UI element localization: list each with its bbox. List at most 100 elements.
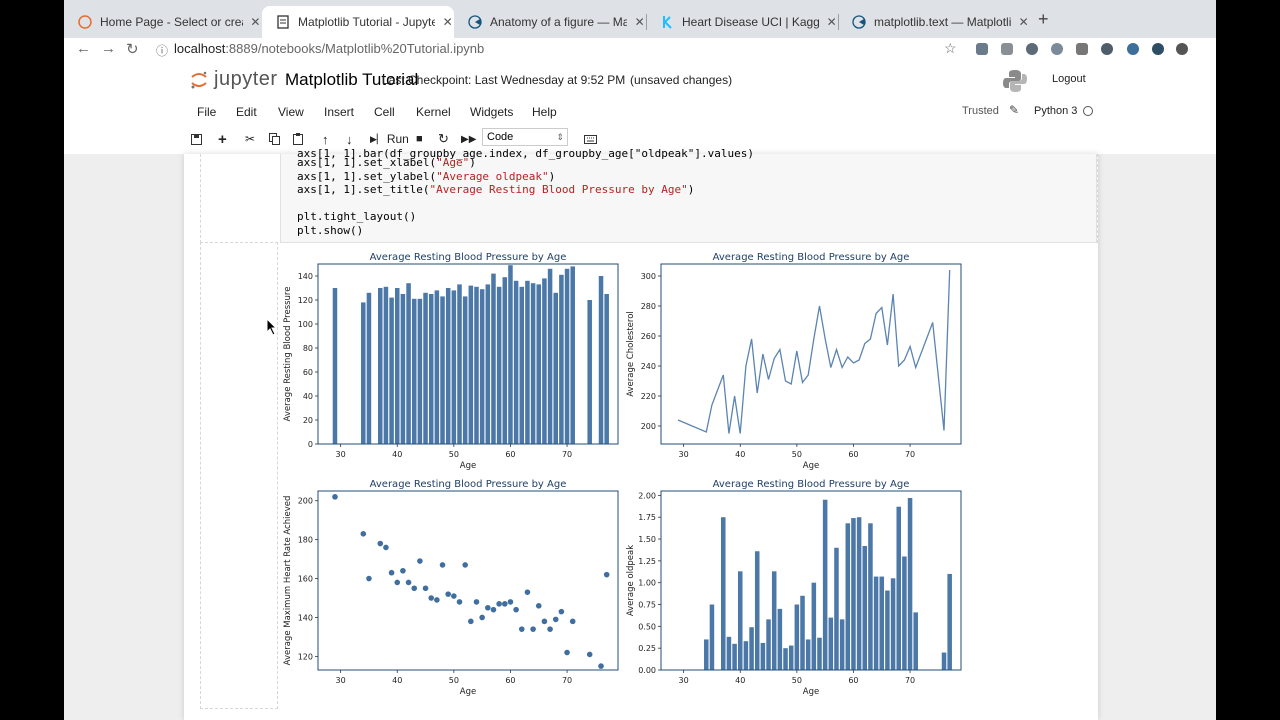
y-tick-label: 260 xyxy=(641,332,656,341)
fast-forward-icon[interactable]: ▶▶ xyxy=(461,133,477,145)
stop-icon[interactable]: ■ xyxy=(416,133,423,145)
chart-bar xyxy=(411,298,417,444)
tab-matplotlib-text[interactable]: matplotlib.text — Matplotlib 3 ✕ xyxy=(838,6,1030,38)
chart-title: Average Resting Blood Pressure by Age xyxy=(370,252,567,263)
tab-matplotlib-tutorial[interactable]: Matplotlib Tutorial - Jupyter N ✕ xyxy=(262,6,454,38)
chart-bar xyxy=(862,546,868,670)
menu-file[interactable]: File xyxy=(197,105,217,119)
close-icon[interactable]: ✕ xyxy=(442,15,453,29)
autosave-status: (unsaved changes) xyxy=(630,73,733,87)
y-tick-label: 0 xyxy=(308,440,313,449)
y-tick-label: 0.75 xyxy=(638,601,656,610)
paste-icon[interactable] xyxy=(293,130,305,148)
notebook-title[interactable]: Matplotlib Tutorial xyxy=(285,70,419,89)
chart-point xyxy=(383,544,389,551)
chart-bar xyxy=(366,292,372,444)
code-line: axs[1, 1].set_title("Average Resting Blo… xyxy=(297,183,695,196)
tab-label: matplotlib.text — Matplotlib 3 xyxy=(874,15,1012,29)
y-tick-label: 60 xyxy=(303,368,313,377)
keyboard-icon[interactable] xyxy=(584,130,597,148)
reload-icon[interactable]: ↻ xyxy=(126,41,139,58)
chart-bar xyxy=(800,595,805,670)
tab-anatomy[interactable]: Anatomy of a figure — Matplot ✕ xyxy=(454,6,646,38)
new-tab-icon[interactable]: + xyxy=(1038,9,1049,29)
matplotlib-favicon xyxy=(852,15,866,29)
code-cell[interactable]: axs[1, 1].bar(df_groupby_age.index, df_g… xyxy=(200,147,1098,243)
chart-bar xyxy=(564,268,570,444)
chart-bar xyxy=(760,642,766,670)
extension-icon[interactable] xyxy=(1001,43,1013,55)
y-tick-label: 20 xyxy=(303,416,313,425)
chart-bar xyxy=(361,302,366,444)
chart-bar xyxy=(885,590,890,670)
run-button[interactable]: ▶▏ Run xyxy=(370,130,409,148)
extension-icon[interactable] xyxy=(1026,43,1038,55)
x-axis-label: Age xyxy=(460,461,476,471)
profile-avatar[interactable] xyxy=(1152,43,1164,55)
x-tick-label: 60 xyxy=(848,450,858,459)
chart-point xyxy=(530,626,536,632)
y-tick-label: 80 xyxy=(303,344,313,353)
menu-edit[interactable]: Edit xyxy=(236,105,257,119)
y-tick-label: 2.00 xyxy=(638,491,656,500)
add-cell-icon[interactable]: + xyxy=(218,130,227,148)
chart-point xyxy=(490,606,497,613)
chart-point xyxy=(411,585,418,592)
x-tick-label: 70 xyxy=(562,676,572,685)
extension-icon[interactable] xyxy=(1176,43,1188,55)
close-icon[interactable]: ✕ xyxy=(634,15,645,29)
kernel-name[interactable]: Python 3 xyxy=(1034,105,1078,117)
chart-point xyxy=(501,601,508,607)
chart-bar xyxy=(468,285,474,444)
extension-icon[interactable] xyxy=(1076,43,1088,55)
cut-icon[interactable]: ✂ xyxy=(245,132,256,146)
move-up-icon[interactable]: ↑ xyxy=(322,131,329,147)
forward-icon[interactable]: → xyxy=(101,40,116,57)
move-down-icon[interactable]: ↓ xyxy=(346,131,353,147)
cell-type-select[interactable]: Code ⇕ xyxy=(482,128,568,146)
extension-icon[interactable] xyxy=(1127,43,1139,55)
url-field[interactable]: localhost:8889/notebooks/Matplotlib%20Tu… xyxy=(174,41,484,56)
code-editor[interactable]: axs[1, 1].bar(df_groupby_age.index, df_g… xyxy=(280,147,1097,243)
save-icon[interactable] xyxy=(191,130,202,148)
menu-view[interactable]: View xyxy=(278,105,304,119)
trusted-indicator[interactable]: Trusted xyxy=(962,105,999,117)
chart-point xyxy=(552,616,559,623)
chart-bar xyxy=(947,573,952,670)
tab-home[interactable]: Home Page - Select or create ✕ xyxy=(64,6,262,38)
bookmark-star-icon[interactable]: ☆ xyxy=(944,40,957,56)
chart-point xyxy=(366,575,372,582)
y-axis-label: Average Resting Blood Pressure xyxy=(283,287,293,422)
output-cell xyxy=(200,242,1096,712)
close-icon[interactable]: ✕ xyxy=(250,15,261,29)
close-icon[interactable]: ✕ xyxy=(1018,15,1029,29)
copy-icon[interactable] xyxy=(269,130,281,148)
x-tick-label: 50 xyxy=(792,450,802,459)
menu-insert[interactable]: Insert xyxy=(324,105,355,119)
pencil-icon[interactable]: ✎ xyxy=(1009,103,1020,117)
chart-bar xyxy=(417,298,423,444)
menu-help[interactable]: Help xyxy=(532,105,557,119)
menu-widgets[interactable]: Widgets xyxy=(470,105,514,119)
extension-icon[interactable] xyxy=(1051,43,1063,55)
back-icon[interactable]: ← xyxy=(76,40,91,57)
x-axis-label: Age xyxy=(803,687,819,697)
logout-button[interactable]: Logout xyxy=(1052,73,1086,85)
y-tick-label: 220 xyxy=(641,392,656,401)
tab-kaggle[interactable]: Heart Disease UCI | Kaggle ✕ xyxy=(646,6,838,38)
chart-point xyxy=(485,604,491,611)
menu-kernel[interactable]: Kernel xyxy=(416,105,451,119)
chart-bar xyxy=(508,265,513,444)
jupyter-favicon xyxy=(78,15,92,29)
close-icon[interactable]: ✕ xyxy=(826,15,837,29)
restart-icon[interactable]: ↻ xyxy=(438,131,449,146)
jupyter-logo-icon xyxy=(190,70,208,90)
run-label: Run xyxy=(386,132,409,146)
info-icon[interactable]: ⓘ xyxy=(156,44,169,58)
chart-point xyxy=(434,597,440,603)
chart-point xyxy=(456,599,463,605)
extension-icon[interactable] xyxy=(1101,43,1113,55)
menu-cell[interactable]: Cell xyxy=(374,105,395,119)
jupyter-logo[interactable]: jupyter xyxy=(190,68,278,91)
translate-extension-icon[interactable] xyxy=(976,43,988,55)
